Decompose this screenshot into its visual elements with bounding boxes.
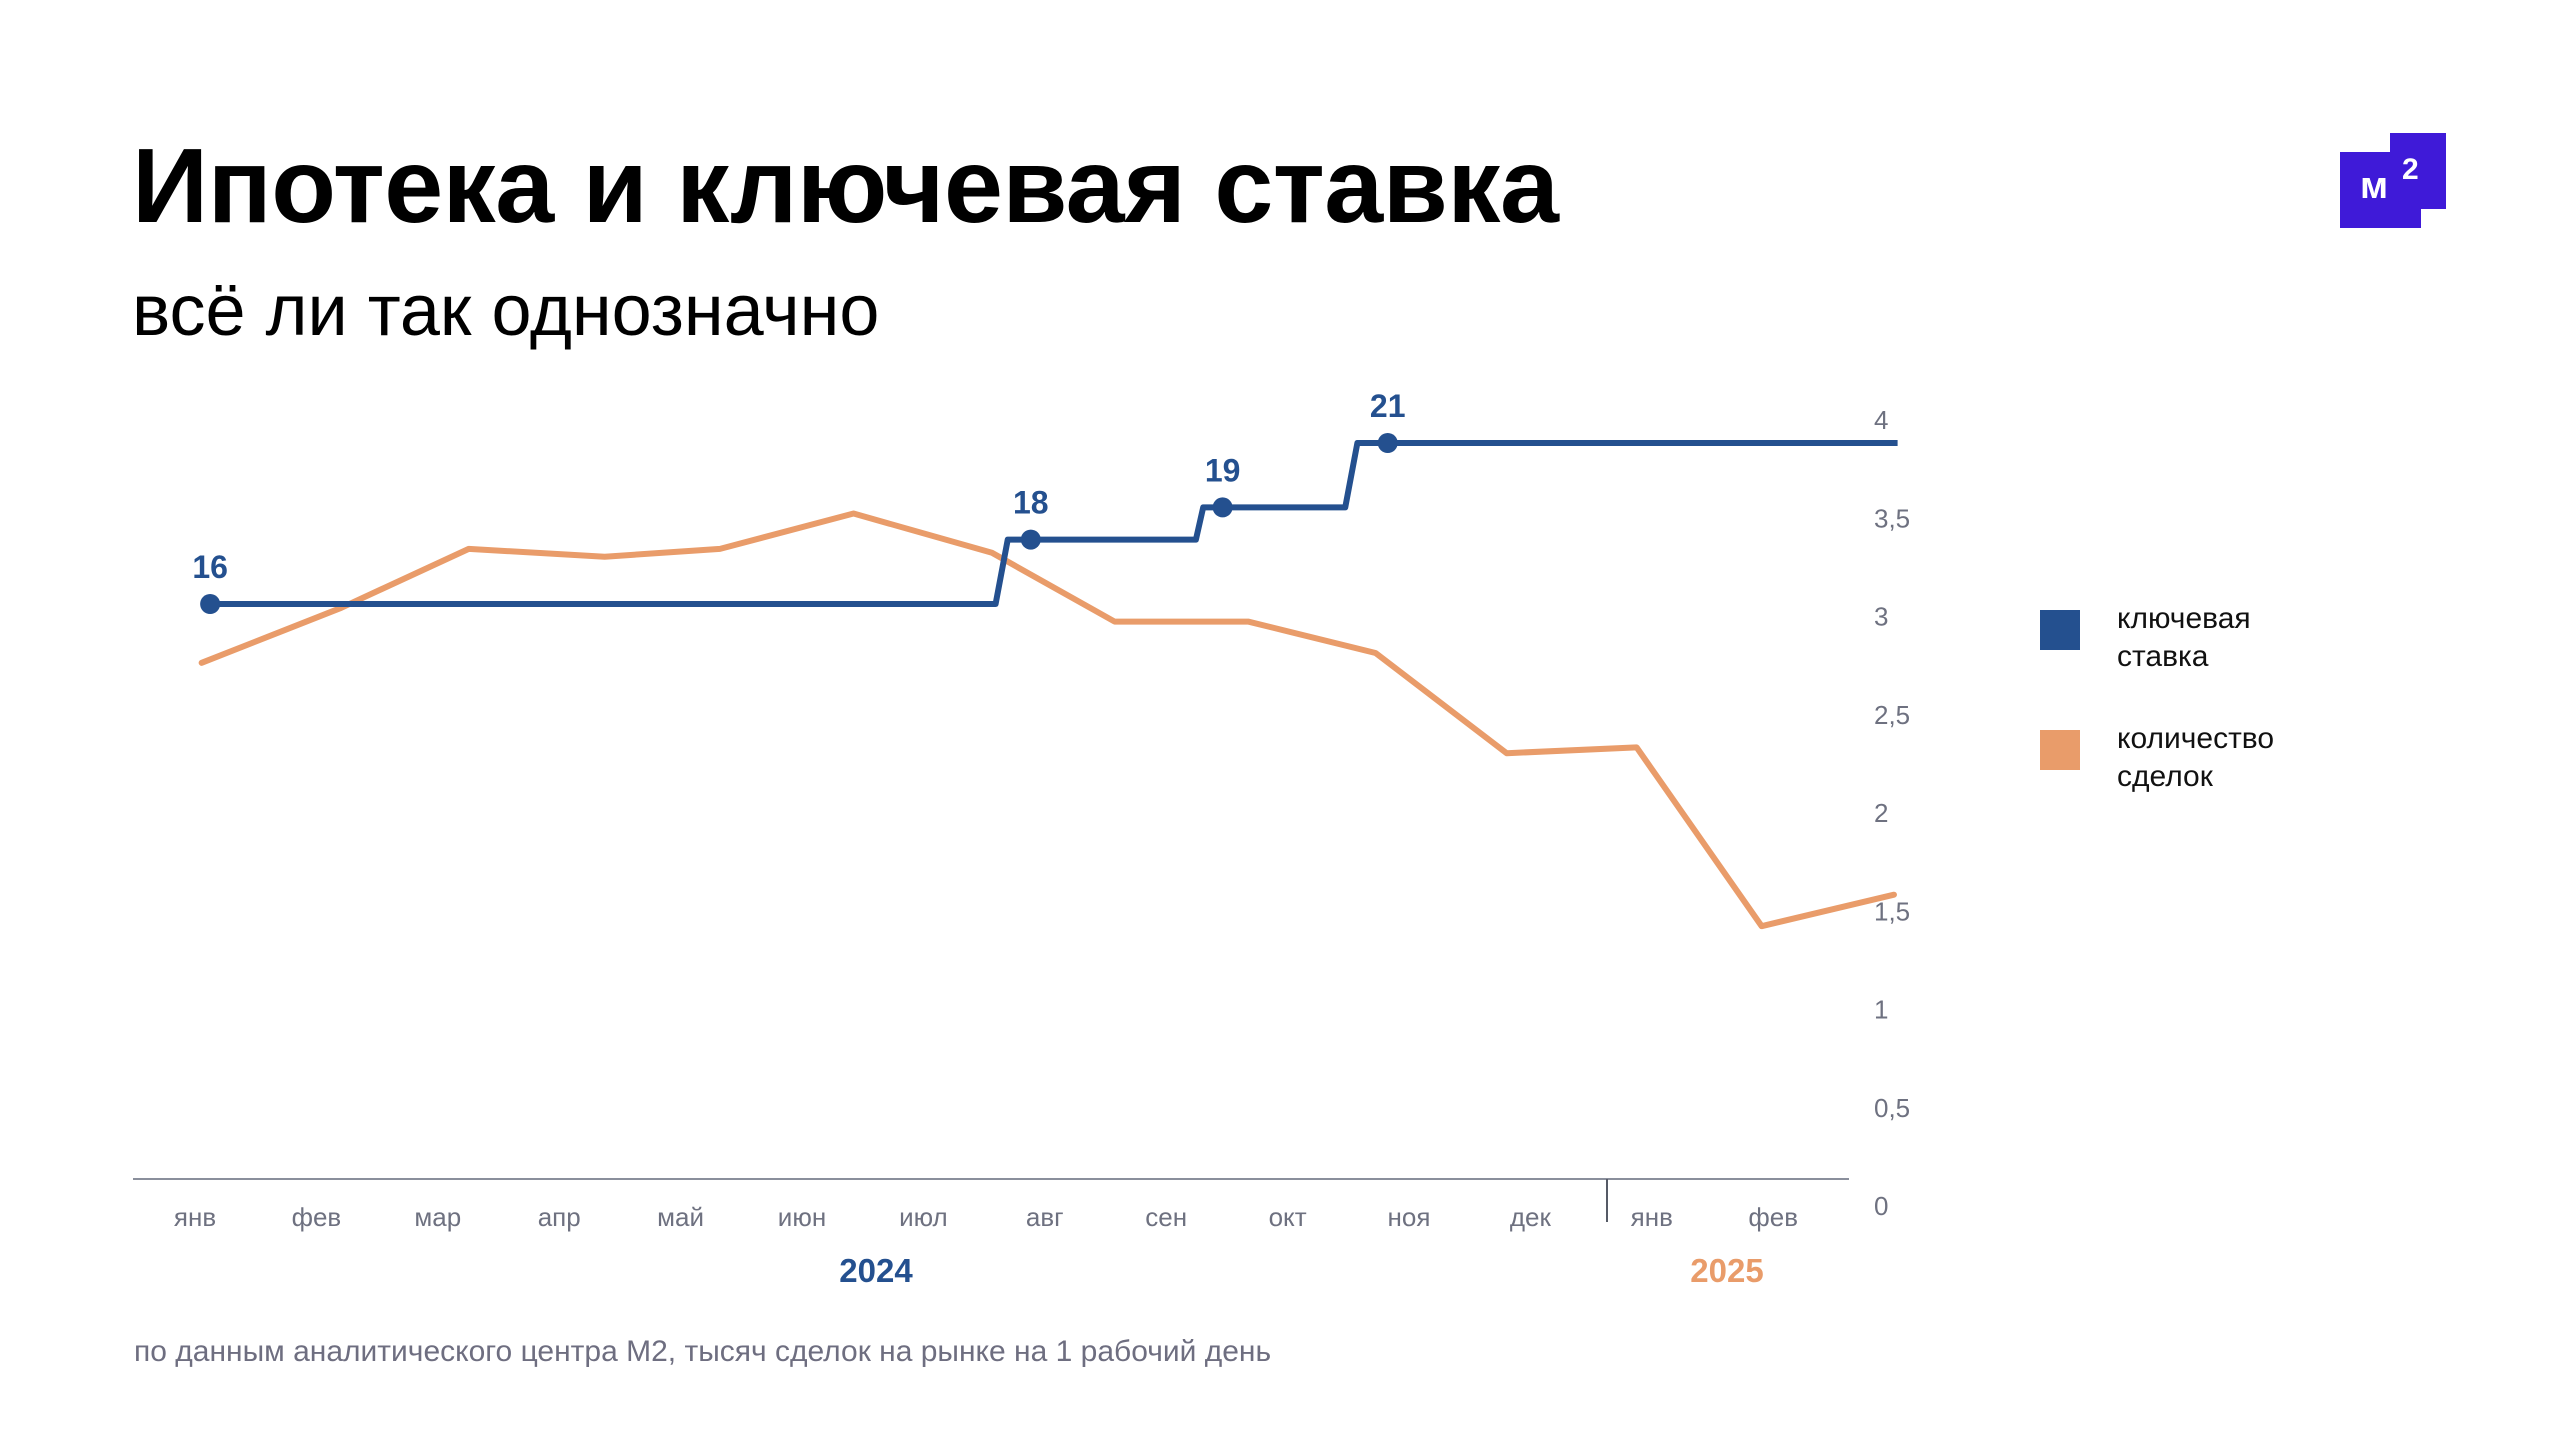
x-tick-label: дек xyxy=(1510,1202,1552,1232)
key-rate-point xyxy=(1377,433,1398,453)
y-tick-label: 0,5 xyxy=(1874,1093,1910,1123)
x-tick-label: май xyxy=(657,1202,704,1232)
m2-logo: м 2 xyxy=(2340,133,2450,233)
x-tick-label: июл xyxy=(899,1202,948,1232)
x-tick-label: янв xyxy=(1631,1202,1673,1232)
y-tick-label: 0 xyxy=(1874,1191,1888,1221)
series-line-deals xyxy=(198,510,1897,930)
series-layer xyxy=(198,433,1898,930)
x-tick-label: ноя xyxy=(1388,1202,1431,1232)
key-rate-point xyxy=(1212,497,1233,518)
y-tick-label: 3,5 xyxy=(1874,503,1910,533)
x-tick-label: мар xyxy=(414,1202,461,1232)
x-tick-label: апр xyxy=(538,1202,581,1232)
y-tick-label: 2 xyxy=(1874,798,1888,828)
legend-swatch-deals xyxy=(2040,730,2080,770)
y-tick-label: 4 xyxy=(1874,405,1888,435)
logo-square-front xyxy=(2340,152,2421,228)
footnote: по данным аналитического центра М2, тыся… xyxy=(134,1335,1272,1368)
logo-superscript: 2 xyxy=(2402,153,2419,186)
y-tick-label: 1 xyxy=(1874,995,1888,1025)
key-rate-data-label: 19 xyxy=(1205,452,1241,488)
x-tick-label: сен xyxy=(1145,1202,1187,1232)
key-rate-data-label: 16 xyxy=(192,549,228,585)
x-tick-label: авг xyxy=(1026,1202,1064,1232)
label-layer: 16 18 19 21 xyxy=(192,388,1405,585)
x-tick-label: окт xyxy=(1269,1202,1307,1232)
x-tick-label: янв xyxy=(174,1202,216,1232)
key-rate-data-label: 21 xyxy=(1370,388,1406,424)
y-tick-label: 2,5 xyxy=(1874,700,1910,730)
x-tick-label: июн xyxy=(778,1202,826,1232)
logo-letter: м xyxy=(2360,165,2389,207)
legend-swatch-key-rate xyxy=(2040,610,2080,650)
page-title: Ипотека и ключевая ставка xyxy=(132,127,1559,245)
series-line-key-rate xyxy=(210,440,1898,607)
year-label: 2024 xyxy=(839,1252,913,1289)
year-label: 2025 xyxy=(1690,1252,1763,1289)
y-tick-label: 3 xyxy=(1874,602,1888,632)
x-tick-label: фев xyxy=(1748,1202,1798,1232)
key-rate-point xyxy=(1020,529,1041,550)
key-rate-point xyxy=(200,594,221,614)
legend-label-key-rate: ключевая ставка xyxy=(2117,602,2251,673)
y-tick-label: 1,5 xyxy=(1874,896,1910,926)
page-subtitle: всё ли так однозначно xyxy=(132,271,880,351)
key-rate-data-label: 18 xyxy=(1013,485,1049,521)
x-tick-label: фев xyxy=(292,1202,342,1232)
axis-layer: янв фев мар апр май июн июл авг сен окт ноя дек янв ф… xyxy=(133,405,1910,1289)
legend-label-deals: количество сделок xyxy=(2117,722,2275,793)
